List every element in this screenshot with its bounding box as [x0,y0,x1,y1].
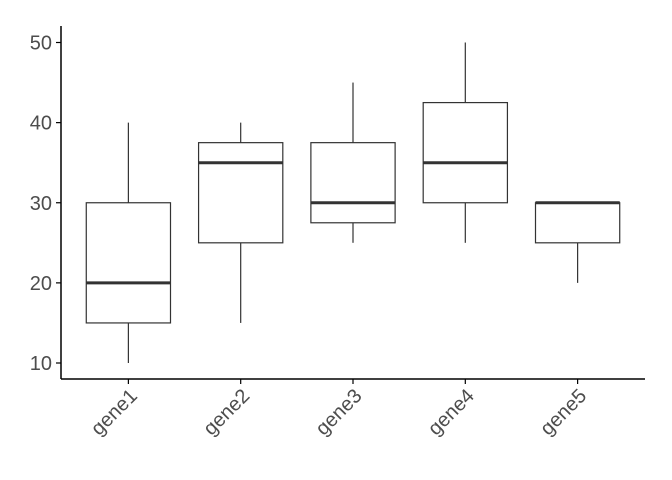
x-tick-label: gene3 [312,385,367,440]
iqr-box [85,202,172,324]
box-gene5 [534,201,621,283]
y-tick-label: 20 [30,273,52,295]
box-gene1 [85,122,172,363]
y-tick-label: 50 [30,33,52,55]
x-axis-ticks: gene1 gene2 gene3 gene4 gene5 [87,379,591,440]
x-tick-label: gene1 [87,385,142,440]
box-gene3 [310,82,396,243]
box-gene4 [422,42,509,243]
y-axis-ticks: 10 20 30 40 50 [30,33,61,375]
x-tick-label: gene4 [424,385,479,440]
iqr-box [310,142,396,224]
box-series [85,42,621,363]
y-tick-label: 30 [30,193,52,215]
iqr-box [534,202,621,244]
y-tick-label: 10 [30,353,52,375]
y-tick-label: 40 [30,113,52,135]
box-gene2 [197,122,284,323]
iqr-box [422,101,509,204]
x-tick-label: gene2 [199,385,254,440]
x-tick-label: gene5 [536,385,591,440]
iqr-box [197,142,284,244]
